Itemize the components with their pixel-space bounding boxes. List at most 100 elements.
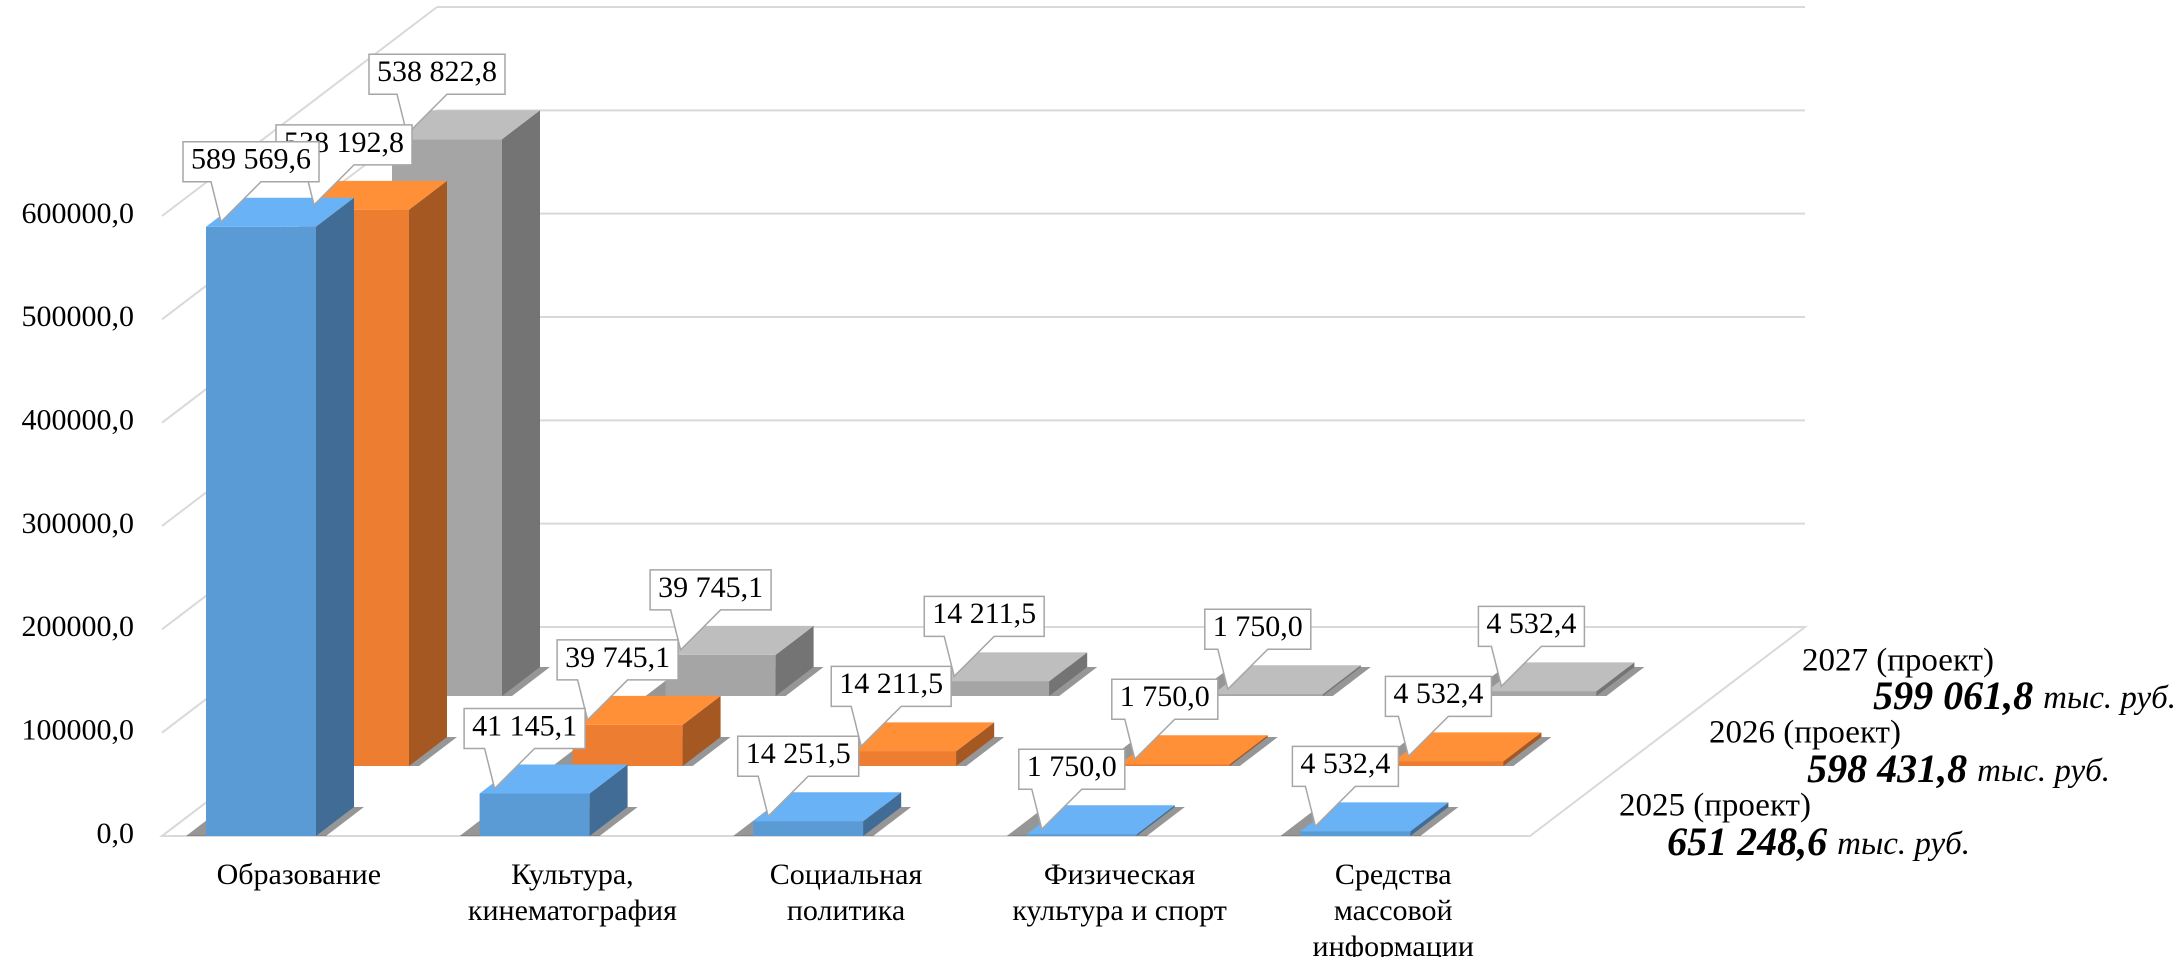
legend-label: 2025 (проект): [1619, 788, 1811, 824]
bar-side: [502, 110, 540, 697]
bar: [479, 793, 590, 836]
data-label-box: [1111, 678, 1219, 761]
bar-top: [665, 625, 814, 655]
data-label: 14 251,5: [736, 735, 860, 818]
total-unit: тыс. руб.: [2043, 680, 2176, 716]
data-label: 39 745,1: [649, 569, 772, 652]
x-tick-label: Физическая культура и спорт: [1012, 858, 1227, 927]
data-label-box: [1204, 608, 1312, 691]
x-tick-label: Образование: [217, 858, 381, 891]
bar: [846, 751, 957, 766]
total-value: 651 248,6: [1667, 819, 1827, 864]
data-label: 4 532,4: [1477, 605, 1586, 688]
bar-top: [939, 652, 1088, 682]
bar: [1300, 831, 1411, 836]
data-label-box: [556, 639, 679, 722]
y-tick-label: 600000,0: [22, 197, 135, 230]
bar: [1026, 834, 1137, 836]
data-label-text: 4 532,4: [1393, 677, 1483, 710]
data-label-text: 14 211,5: [839, 667, 943, 700]
bar: [572, 724, 683, 766]
bar-top: [1119, 735, 1268, 765]
bar-side: [682, 695, 721, 766]
bar: [1212, 694, 1323, 696]
data-label-box: [649, 569, 772, 652]
y-tick-label: 0,0: [97, 817, 135, 850]
bar-side: [1596, 662, 1635, 696]
data-label-box: [1291, 745, 1400, 828]
data-label-text: 1 750,0: [1213, 610, 1303, 643]
data-label-text: 589 569,6: [191, 143, 311, 176]
bar: [1393, 761, 1504, 766]
bar-side: [1503, 732, 1542, 766]
x-tick-label: Средства массовой информации: [1313, 858, 1474, 957]
data-label-box: [182, 141, 320, 224]
bar-side: [956, 722, 995, 766]
bar-side: [1229, 735, 1268, 766]
y-tick-label: 300000,0: [22, 507, 135, 540]
bar-side: [863, 792, 902, 836]
bar-top: [572, 695, 721, 725]
y-tick-label: 100000,0: [22, 714, 135, 747]
data-label: 14 211,5: [923, 595, 1045, 678]
bar: [753, 821, 864, 836]
data-label-text: 14 211,5: [932, 597, 1036, 630]
total-value: 598 431,8: [1807, 746, 1967, 791]
bar-side: [589, 764, 628, 836]
bar-top: [1393, 732, 1542, 762]
data-label-text: 4 532,4: [1486, 607, 1576, 640]
total-unit: тыс. руб.: [1977, 753, 2110, 789]
x-tick-label: Культура, кинематография: [468, 858, 677, 927]
bar-side: [409, 180, 447, 767]
bar: [665, 654, 776, 696]
data-label-text: 538 822,8: [377, 55, 497, 88]
data-label: 538 822,8: [368, 53, 506, 136]
bar-side: [1410, 802, 1449, 836]
bar-top: [479, 764, 628, 794]
data-label-box: [830, 665, 952, 748]
data-label: 589 569,6: [182, 141, 320, 224]
data-label: 1 750,0: [1018, 748, 1126, 831]
bar: [1119, 764, 1230, 766]
bar-side: [316, 197, 354, 836]
data-label-box: [368, 53, 506, 136]
data-label: 14 211,5: [830, 665, 952, 748]
data-label-text: 14 251,5: [746, 737, 851, 770]
data-label: 1 750,0: [1204, 608, 1312, 691]
legend-total: 651 248,6 тыс. руб.: [1667, 819, 1970, 864]
bar: [939, 681, 1050, 696]
data-label-text: 4 532,4: [1300, 747, 1390, 780]
total-value: 599 061,8: [1873, 673, 2033, 718]
bar-side: [775, 625, 814, 696]
bar: [206, 226, 316, 836]
bar-side: [1049, 652, 1088, 696]
data-label-box: [736, 735, 860, 818]
y-tick-label: 500000,0: [22, 300, 135, 333]
data-label-box: [1477, 605, 1586, 688]
bar: [1486, 691, 1597, 696]
y-tick-label: 200000,0: [22, 610, 135, 643]
data-label-text: 39 745,1: [658, 571, 763, 604]
bar-side: [1322, 665, 1361, 696]
data-label-text: 41 145,1: [472, 709, 577, 742]
data-label: 1 750,0: [1111, 678, 1219, 761]
total-unit: тыс. руб.: [1837, 826, 1970, 862]
data-label-text: 39 745,1: [565, 641, 670, 674]
bar-top: [1486, 662, 1635, 692]
data-label: 4 532,4: [1291, 745, 1400, 828]
data-label-box: [923, 595, 1045, 678]
bar-top: [206, 197, 354, 227]
bar-side: [1136, 805, 1175, 836]
legend-label: 2027 (проект): [1802, 643, 1994, 679]
data-label-text: 1 750,0: [1120, 680, 1210, 713]
bar-top: [1026, 805, 1175, 835]
data-label: 4 532,4: [1384, 675, 1493, 758]
bar-top: [1300, 802, 1449, 832]
x-tick-label: Социальная политика: [770, 858, 923, 927]
legend-total: 598 431,8 тыс. руб.: [1807, 746, 2110, 791]
data-label: 41 145,1: [463, 707, 586, 790]
bar-top: [753, 792, 902, 822]
data-label-box: [1384, 675, 1493, 758]
data-label-box: [463, 707, 586, 790]
